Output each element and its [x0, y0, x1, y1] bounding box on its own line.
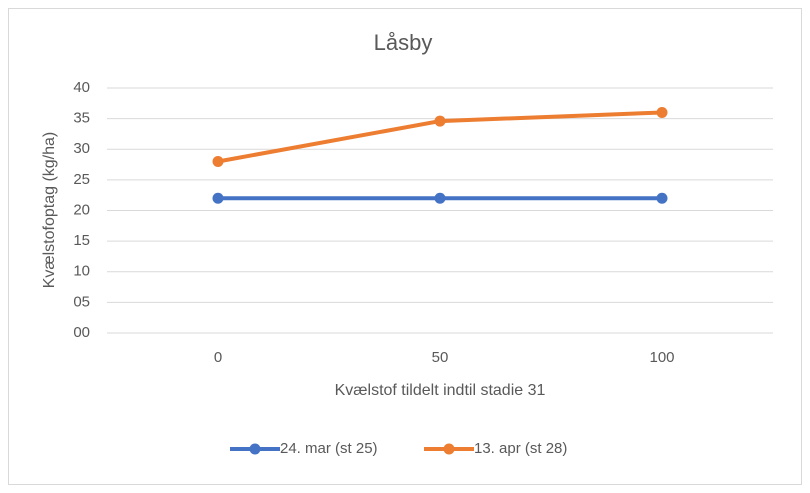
chart-title: Låsby [374, 30, 433, 55]
data-point [434, 192, 446, 204]
legend-marker [443, 443, 455, 455]
y-tick-label: 05 [73, 293, 90, 310]
legend-label: 24. mar (st 25) [280, 440, 378, 457]
y-axis-title: Kvælstofoptag (kg/ha) [41, 132, 58, 289]
x-tick-label: 50 [432, 349, 449, 366]
x-tick-label: 100 [649, 349, 674, 366]
chart-border [8, 8, 802, 485]
data-point [212, 156, 224, 167]
y-tick-label: 35 [73, 110, 90, 127]
y-tick-label: 40 [73, 79, 90, 96]
y-tick-label: 30 [73, 140, 90, 157]
data-point [212, 192, 224, 204]
y-tick-label: 00 [73, 324, 90, 341]
y-tick-label: 25 [73, 171, 90, 188]
data-point [434, 115, 446, 127]
legend-marker [249, 443, 261, 455]
y-tick-label: 15 [73, 232, 90, 249]
data-point [656, 192, 668, 204]
y-tick-label: 10 [73, 263, 90, 280]
y-tick-label: 20 [73, 201, 90, 218]
x-tick-label: 0 [214, 349, 222, 366]
legend-label: 13. apr (st 28) [474, 440, 567, 457]
x-axis-title: Kvælstof tildelt indtil stadie 31 [335, 382, 546, 399]
data-point [656, 107, 668, 118]
